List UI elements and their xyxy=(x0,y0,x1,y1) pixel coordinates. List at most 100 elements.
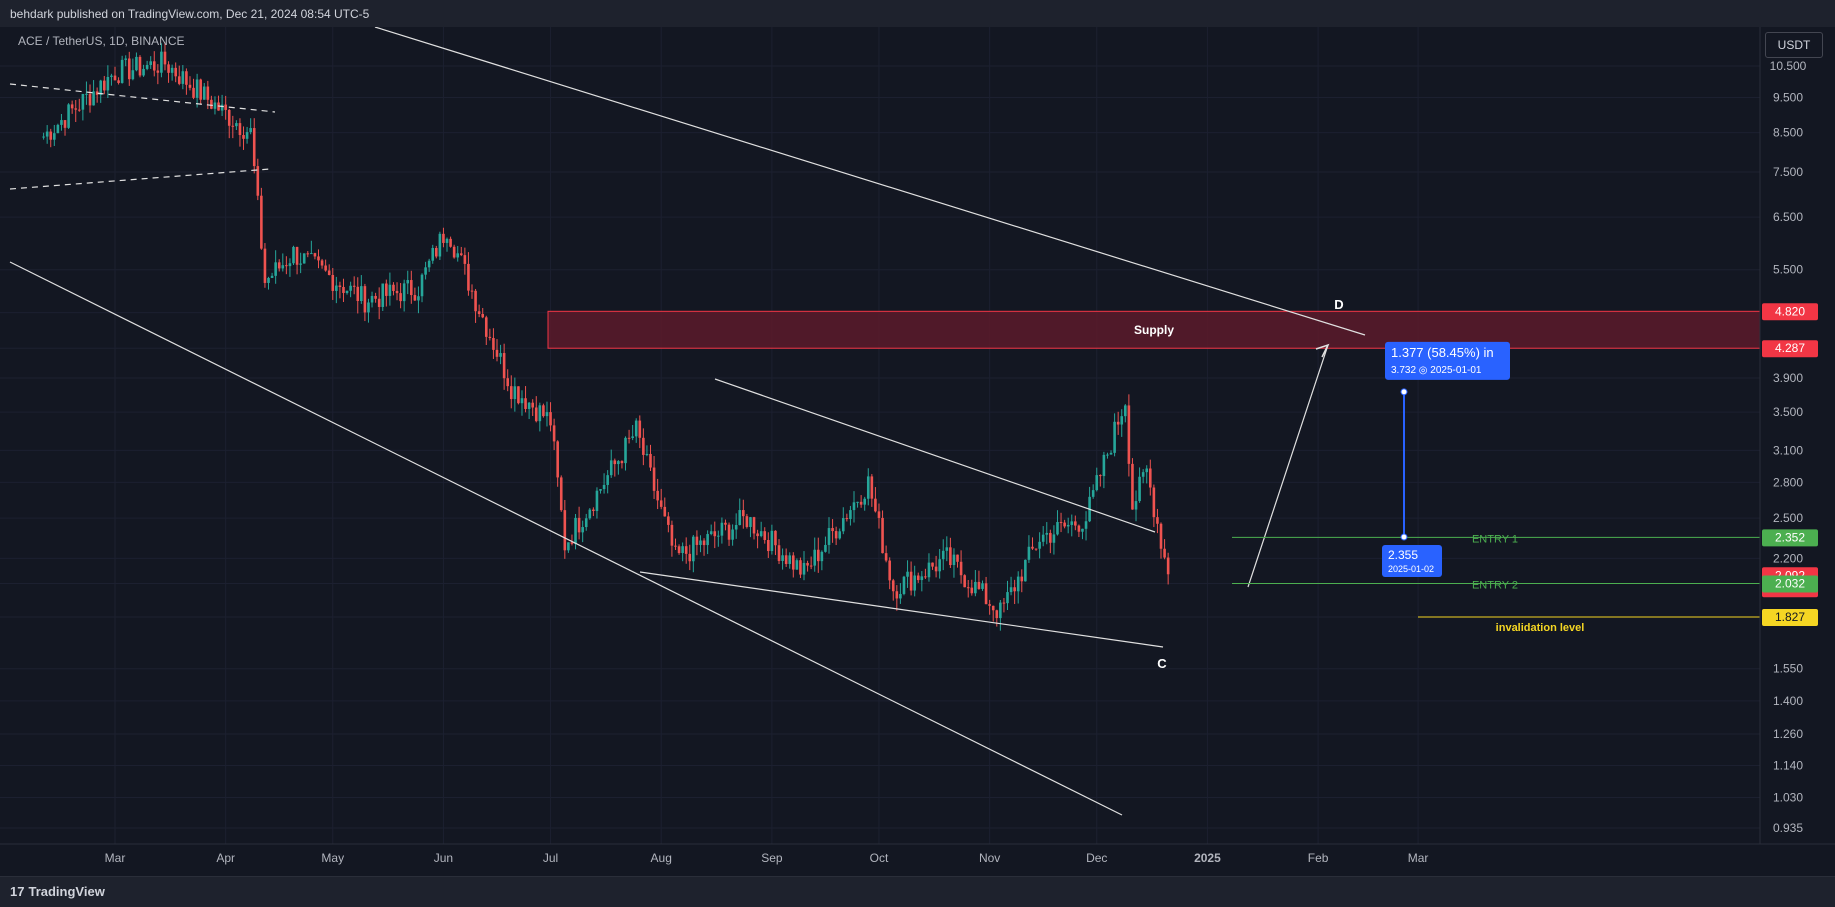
candle-body xyxy=(699,540,702,545)
candle-body xyxy=(609,460,613,476)
tradingview-logo[interactable]: 17 TradingView xyxy=(10,884,105,899)
candle-body xyxy=(552,425,556,442)
candle-body xyxy=(849,510,852,519)
candle-body xyxy=(574,517,577,544)
candle-body xyxy=(959,561,963,576)
candle-body xyxy=(1002,602,1006,604)
candle-body xyxy=(881,517,884,554)
candle-body xyxy=(570,542,574,544)
candle-body xyxy=(595,490,599,511)
candle-body xyxy=(567,542,570,551)
candle-body xyxy=(202,86,206,100)
candle-body xyxy=(427,260,431,268)
y-tick-label: 7.500 xyxy=(1773,165,1803,179)
x-tick-label: Apr xyxy=(216,851,235,865)
candle-body xyxy=(759,531,763,537)
candle-body xyxy=(235,123,238,127)
candle-body xyxy=(481,314,485,318)
currency-button[interactable]: USDT xyxy=(1765,32,1823,58)
candle-body xyxy=(642,437,645,455)
candle-body xyxy=(110,75,113,77)
candle-body xyxy=(195,79,199,98)
candle-body xyxy=(677,546,681,554)
candle-body xyxy=(891,580,895,592)
candle-body xyxy=(413,295,417,301)
candle-body xyxy=(802,562,806,575)
price-tag-value: 2.352 xyxy=(1775,530,1805,544)
candle-body xyxy=(713,531,717,537)
candle-body xyxy=(381,283,385,307)
candle-body xyxy=(752,517,756,534)
y-tick-label: 8.500 xyxy=(1773,126,1803,140)
price-tag-value: 1.827 xyxy=(1775,610,1805,624)
candle-body xyxy=(734,525,738,530)
candle-body xyxy=(509,386,513,400)
candle-body xyxy=(138,56,142,76)
candle-body xyxy=(599,489,602,491)
trend-line xyxy=(9,83,276,113)
candle-body xyxy=(659,500,663,507)
candle-body xyxy=(467,263,470,291)
start-label-value: 2.355 xyxy=(1388,548,1418,562)
candle-body xyxy=(506,378,509,387)
candle-body xyxy=(799,560,802,575)
candle-body xyxy=(670,524,674,546)
candle-body xyxy=(949,547,952,566)
candle-body xyxy=(285,265,288,267)
candle-body xyxy=(231,125,235,127)
x-tick-label: Mar xyxy=(1408,851,1429,865)
price-tag xyxy=(1762,529,1818,547)
price-chart[interactable]: Supply ENTRY 1 ENTRY 2 invalidation level 1… xyxy=(0,27,1835,877)
candle-body xyxy=(920,576,924,581)
candle-body xyxy=(527,402,531,409)
candle-body xyxy=(856,501,859,503)
candle-body xyxy=(420,274,424,297)
candle-body xyxy=(1163,548,1166,558)
measure-label-box xyxy=(1385,341,1510,380)
supply-zone xyxy=(547,310,1761,349)
candle-body xyxy=(838,531,842,539)
candle-body xyxy=(874,498,877,512)
candle-body xyxy=(49,131,53,140)
candle-body xyxy=(1063,522,1066,527)
candle-body xyxy=(631,436,634,438)
candle-body xyxy=(295,246,299,265)
candle-body xyxy=(477,311,481,315)
candle-body xyxy=(1166,557,1170,575)
candle-body xyxy=(852,502,856,511)
candle-body xyxy=(695,536,699,545)
candle-body xyxy=(113,75,117,81)
candle-body xyxy=(1131,463,1134,510)
candle-body xyxy=(1013,587,1016,592)
candle-body xyxy=(392,284,395,291)
y-tick-label: 2.800 xyxy=(1773,475,1803,489)
candle-body xyxy=(517,386,520,404)
candle-body xyxy=(345,290,349,293)
candle-body xyxy=(1031,546,1034,549)
candle-body xyxy=(1084,521,1088,529)
candle-body xyxy=(281,265,285,269)
candle-body xyxy=(502,353,506,379)
candle-body xyxy=(913,575,916,591)
candle-body xyxy=(42,136,45,138)
x-tick-label: Dec xyxy=(1086,851,1107,865)
candle-body xyxy=(224,104,227,110)
candle-body xyxy=(831,528,834,532)
candle-body xyxy=(1066,524,1070,527)
candle-body xyxy=(863,498,866,505)
candle-body xyxy=(417,296,420,301)
candle-body xyxy=(449,238,452,247)
y-tick-label: 1.260 xyxy=(1773,727,1803,741)
candle-body xyxy=(256,166,260,196)
candle-body xyxy=(702,540,706,546)
symbol-title[interactable]: ACE / TetherUS, 1D, BINANCE xyxy=(18,34,185,48)
candle-body xyxy=(724,522,727,525)
candle-body xyxy=(941,550,945,560)
candle-body xyxy=(749,517,752,527)
candle-body xyxy=(317,256,320,261)
candle-body xyxy=(406,280,410,284)
candle-body xyxy=(452,246,456,258)
candle-body xyxy=(1120,416,1124,425)
candle-body xyxy=(681,546,684,554)
measure-text: 1.377 (58.45%) in xyxy=(1391,345,1494,360)
